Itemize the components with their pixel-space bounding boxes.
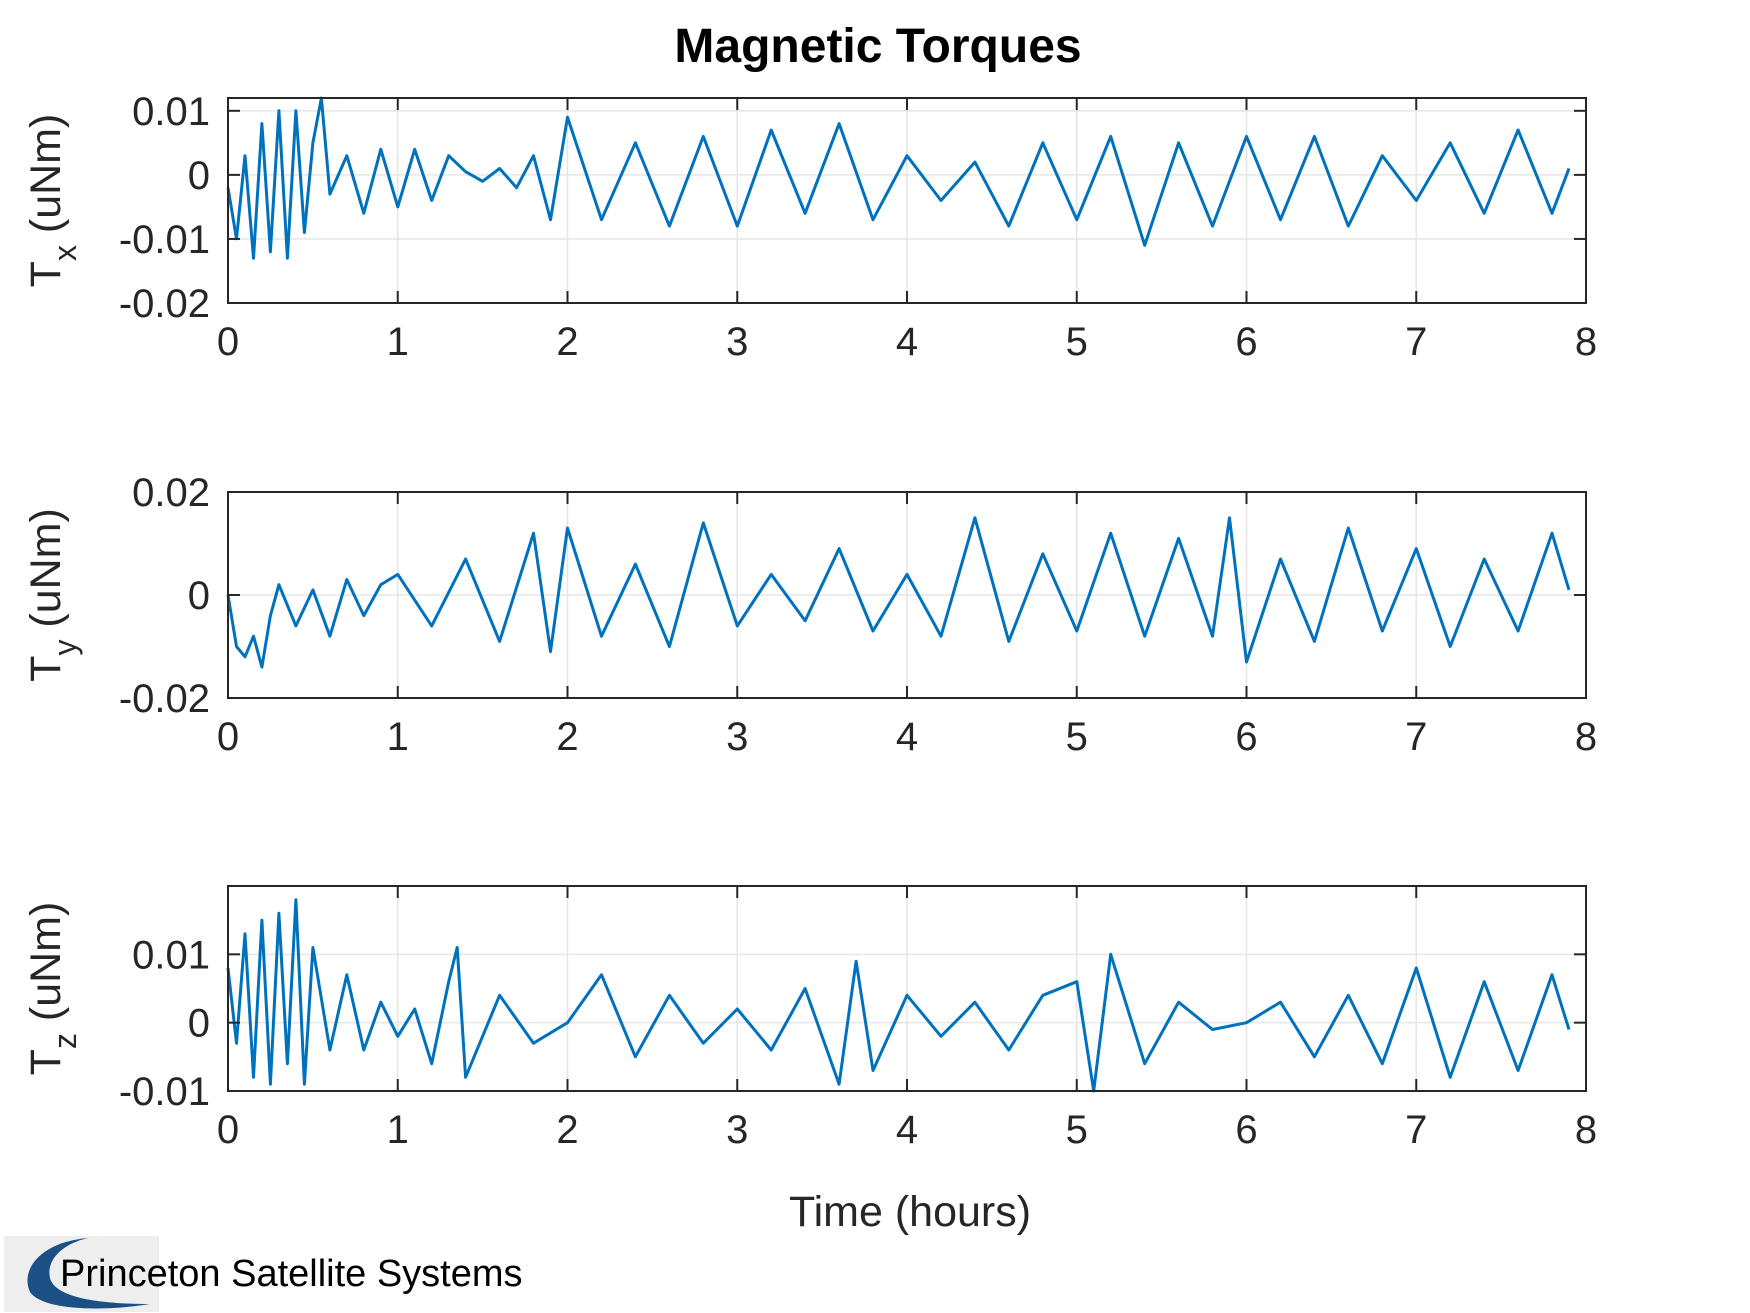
- x-tick-label: 6: [1235, 320, 1257, 364]
- series-line: [226, 898, 1571, 1093]
- logo: Princeton Satellite Systems: [4, 1236, 523, 1312]
- x-tick-label: 4: [896, 1108, 918, 1152]
- x-tick-label: 2: [556, 1108, 578, 1152]
- x-tick-label: 2: [556, 320, 578, 364]
- y-tick-label: -0.01: [119, 1070, 210, 1114]
- y-tick-label: 0.01: [132, 933, 210, 977]
- x-tick-label: 3: [726, 715, 748, 759]
- chart-title: Magnetic Torques: [674, 20, 1081, 73]
- y-axis-label-sub: x: [47, 245, 83, 261]
- x-tick-label: 4: [896, 320, 918, 364]
- x-tick-label: 8: [1575, 320, 1597, 364]
- x-tick-label: 8: [1575, 1108, 1597, 1152]
- y-axis-label-main: T: [22, 656, 70, 682]
- y-tick-label: 0: [188, 1002, 210, 1046]
- y-tick-label: 0: [188, 574, 210, 618]
- x-tick-label: 5: [1066, 715, 1088, 759]
- y-tick-label: -0.02: [119, 677, 210, 721]
- subplot-tx: 0 1 2 3 4 5 6 7 8 0.01 0 -0.01 -0.02 Tx (uNm): [22, 90, 1597, 364]
- x-tick-label: 7: [1405, 715, 1427, 759]
- y-axis-label-main: T: [22, 261, 70, 287]
- x-tick-label: 0: [217, 1108, 239, 1152]
- y-axis-label: Tx (uNm): [22, 114, 83, 288]
- x-tick-label: 1: [387, 715, 409, 759]
- x-tick-label: 1: [387, 1108, 409, 1152]
- x-tick-label: 5: [1066, 320, 1088, 364]
- x-tick-label: 0: [217, 715, 239, 759]
- x-tick-label: 3: [726, 1108, 748, 1152]
- series-line: [226, 96, 1571, 260]
- x-tick-label: 7: [1405, 320, 1427, 364]
- y-axis-label-unit: (uNm): [22, 508, 70, 639]
- series-line: [226, 516, 1571, 669]
- x-axis-label: Time (hours): [789, 1188, 1031, 1236]
- x-tick-label: 5: [1066, 1108, 1088, 1152]
- y-axis-label-unit: (uNm): [22, 114, 70, 245]
- y-tick-label: -0.02: [119, 282, 210, 326]
- y-tick-label: 0: [188, 154, 210, 198]
- x-tick-label: 4: [896, 715, 918, 759]
- x-tick-label: 2: [556, 715, 578, 759]
- y-axis-label-sub: y: [47, 640, 83, 656]
- logo-text: Princeton Satellite Systems: [60, 1253, 523, 1295]
- x-tick-label: 6: [1235, 1108, 1257, 1152]
- x-tick-label: 1: [387, 320, 409, 364]
- x-tick-label: 6: [1235, 715, 1257, 759]
- x-tick-label: 7: [1405, 1108, 1427, 1152]
- x-tick-label: 8: [1575, 715, 1597, 759]
- y-axis-label-sub: z: [47, 1033, 83, 1049]
- y-axis-label: Ty (uNm): [22, 508, 83, 682]
- x-tick-label: 3: [726, 320, 748, 364]
- y-axis-label-unit: (uNm): [22, 902, 70, 1033]
- y-tick-label: 0.01: [132, 90, 210, 134]
- y-tick-label: -0.01: [119, 218, 210, 262]
- y-axis-label-main: T: [22, 1049, 70, 1075]
- crescent-logo-icon: [27, 1238, 150, 1309]
- y-tick-label: 0.02: [132, 471, 210, 515]
- y-axis-label: Tz (uNm): [22, 902, 83, 1076]
- x-tick-label: 0: [217, 320, 239, 364]
